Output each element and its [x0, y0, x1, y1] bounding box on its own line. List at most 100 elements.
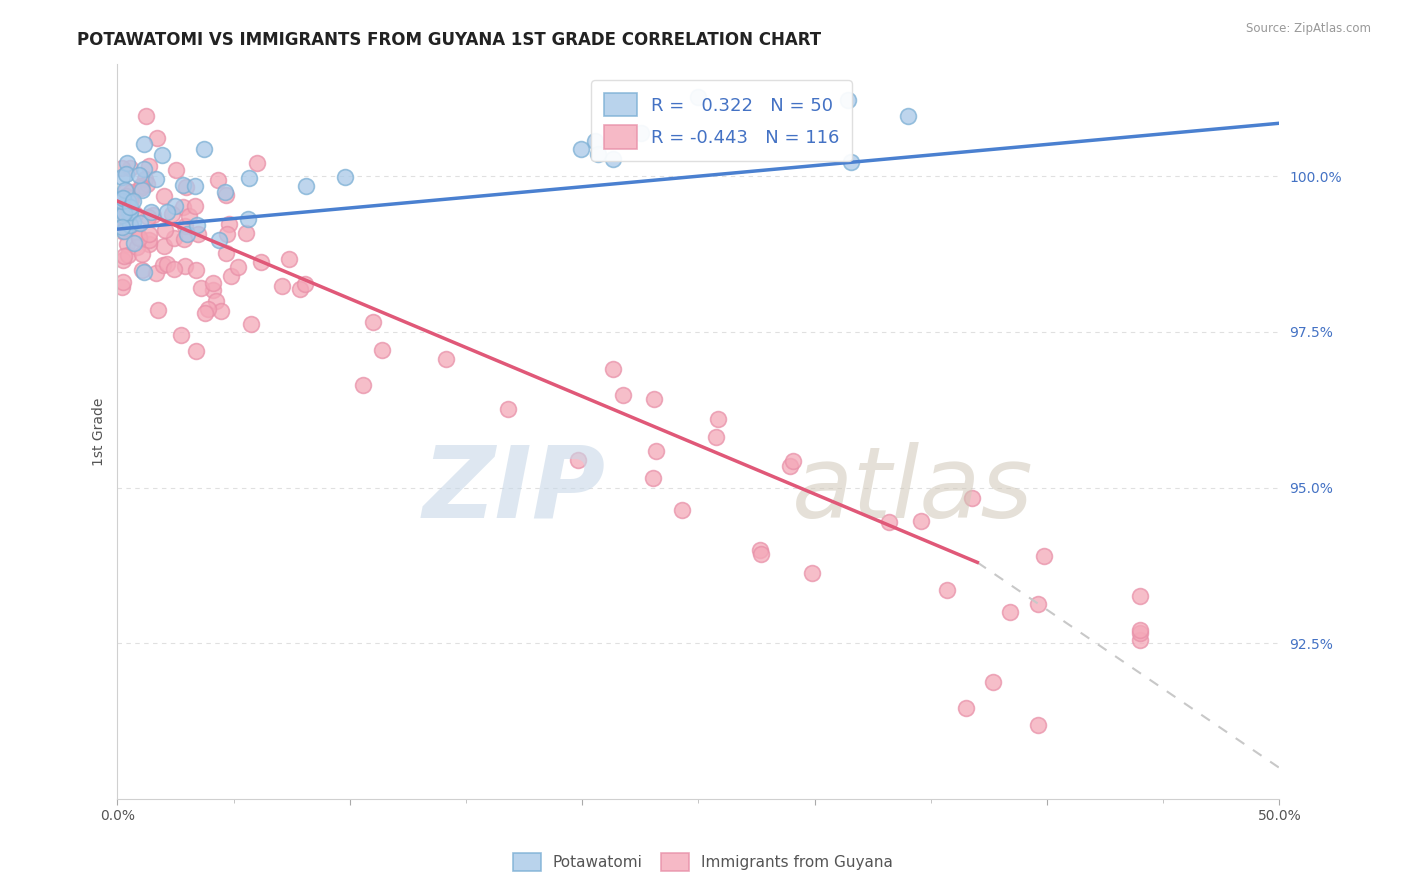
Point	[174, 179, 197, 194]
Point	[173, 232, 195, 246]
Point	[1129, 626, 1152, 640]
Point	[294, 178, 316, 193]
Point	[238, 171, 260, 186]
Point	[184, 263, 207, 277]
Point	[124, 206, 146, 220]
Point	[936, 583, 959, 598]
Point	[567, 453, 589, 467]
Point	[153, 189, 176, 203]
Point	[704, 429, 727, 443]
Point	[156, 204, 179, 219]
Point	[643, 392, 665, 406]
Point	[112, 206, 135, 220]
Point	[111, 207, 134, 221]
Point	[215, 187, 238, 202]
Point	[998, 606, 1021, 620]
Text: Source: ZipAtlas.com: Source: ZipAtlas.com	[1246, 22, 1371, 36]
Point	[111, 220, 134, 235]
Point	[117, 200, 139, 214]
Point	[114, 167, 136, 181]
Point	[163, 199, 186, 213]
Point	[163, 231, 186, 245]
Legend: R =   0.322   N = 50, R = -0.443   N = 116: R = 0.322 N = 50, R = -0.443 N = 116	[592, 80, 852, 161]
Point	[128, 230, 150, 244]
Point	[156, 257, 179, 271]
Point	[187, 227, 209, 242]
Point	[111, 210, 134, 224]
Point	[142, 208, 165, 222]
Point	[583, 134, 606, 148]
Point	[207, 233, 229, 247]
Point	[1129, 589, 1152, 603]
Point	[333, 169, 356, 184]
Point	[960, 491, 983, 505]
Point	[686, 90, 709, 104]
Point	[1026, 718, 1049, 732]
Point	[138, 160, 160, 174]
Point	[111, 194, 134, 209]
Point	[131, 263, 153, 277]
Point	[117, 248, 139, 262]
Point	[145, 266, 167, 280]
Point	[152, 239, 174, 253]
Point	[1129, 633, 1152, 648]
Text: atlas: atlas	[792, 442, 1033, 539]
Point	[150, 148, 173, 162]
Point	[111, 280, 134, 294]
Point	[271, 279, 294, 293]
Point	[163, 262, 186, 277]
Point	[215, 246, 238, 260]
Point	[671, 503, 693, 517]
Point	[128, 169, 150, 183]
Point	[132, 162, 155, 177]
Point	[111, 252, 134, 267]
Point	[111, 209, 134, 223]
Point	[837, 93, 859, 107]
Point	[748, 543, 770, 558]
Point	[146, 303, 169, 318]
Point	[145, 131, 167, 145]
Point	[120, 185, 142, 199]
Point	[612, 388, 634, 402]
Point	[114, 214, 136, 228]
Point	[219, 269, 242, 284]
Point	[111, 191, 134, 205]
Point	[135, 109, 157, 123]
Point	[138, 237, 160, 252]
Point	[114, 185, 136, 199]
Point	[122, 215, 145, 229]
Point	[115, 237, 138, 252]
Point	[749, 547, 772, 561]
Point	[839, 155, 862, 169]
Point	[111, 169, 134, 184]
Point	[201, 277, 224, 291]
Point	[569, 142, 592, 156]
Point	[115, 220, 138, 235]
Point	[118, 206, 141, 220]
Point	[218, 217, 240, 231]
Point	[111, 191, 134, 205]
Point	[1032, 549, 1054, 564]
Point	[801, 566, 824, 580]
Point	[184, 179, 207, 194]
Point	[120, 194, 142, 208]
Point	[207, 172, 229, 186]
Point	[602, 152, 624, 166]
Point	[897, 108, 920, 122]
Point	[131, 247, 153, 261]
Point	[602, 362, 624, 376]
Point	[228, 260, 250, 274]
Point	[122, 235, 145, 250]
Point	[782, 454, 804, 468]
Point	[112, 249, 135, 263]
Point	[138, 227, 160, 242]
Point	[641, 471, 664, 485]
Point	[134, 265, 156, 279]
Point	[112, 198, 135, 212]
Point	[239, 317, 262, 331]
Point	[153, 223, 176, 237]
Point	[114, 182, 136, 196]
Point	[250, 255, 273, 269]
Point	[236, 212, 259, 227]
Point	[352, 378, 374, 392]
